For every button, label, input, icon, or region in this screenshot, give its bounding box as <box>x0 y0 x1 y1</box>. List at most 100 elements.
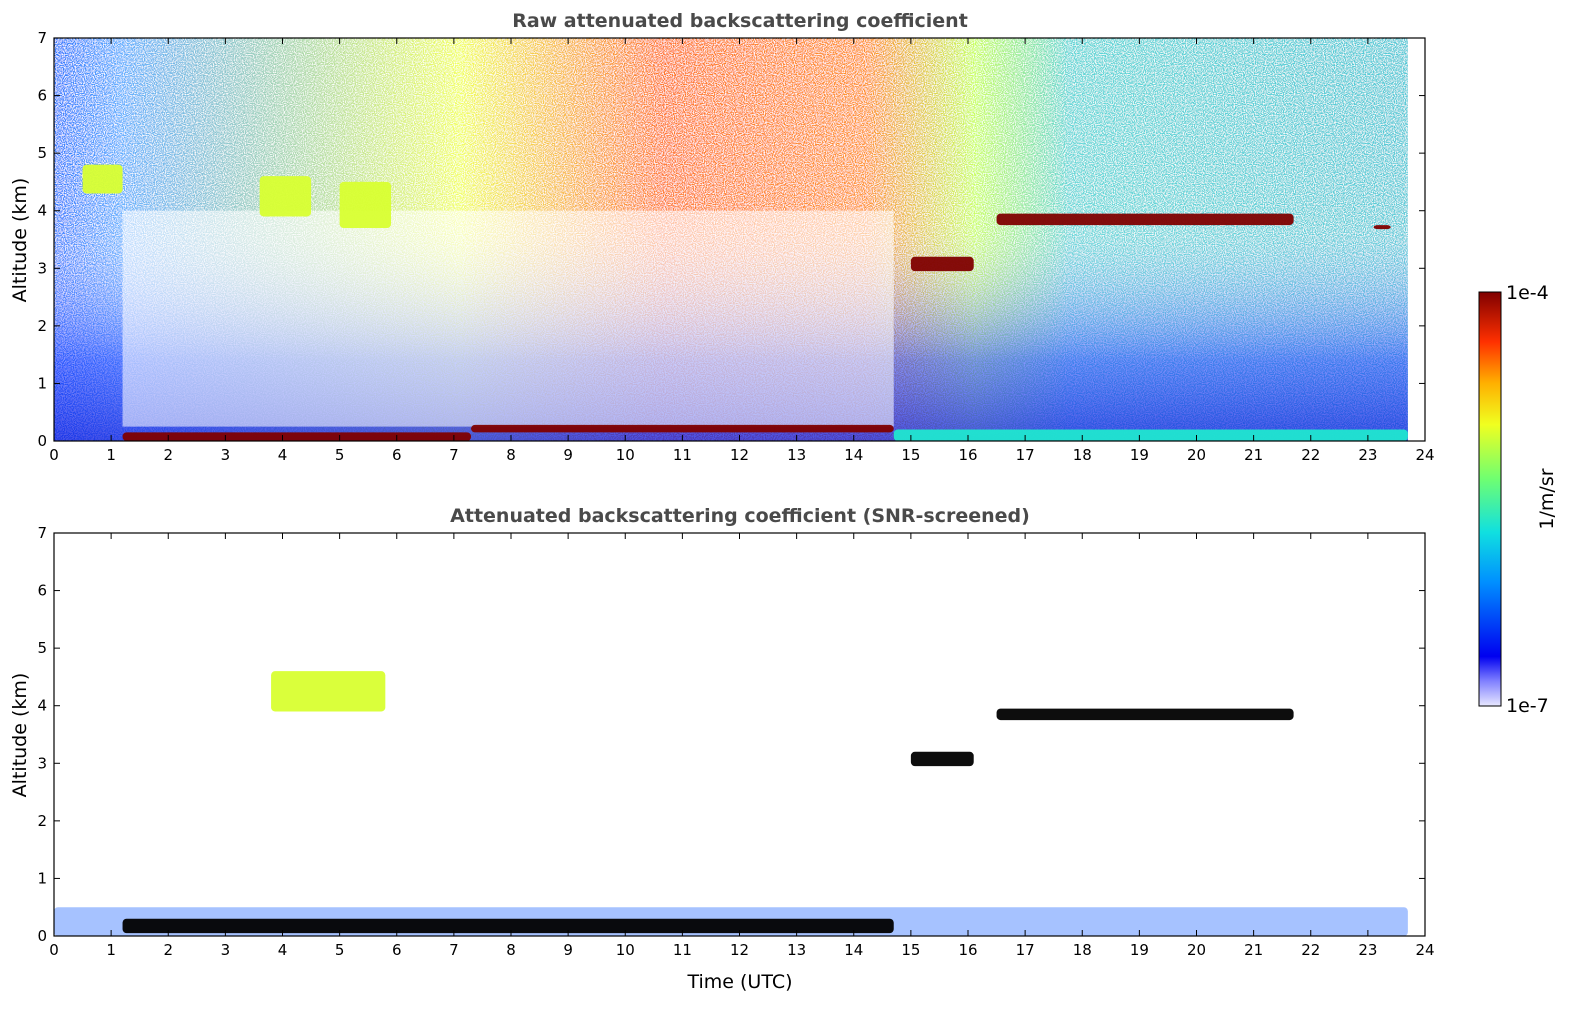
x-tick-label: 19 <box>1130 446 1149 464</box>
x-tick-label: 13 <box>787 446 806 464</box>
x-tick-label: 7 <box>449 446 459 464</box>
x-tick-label: 17 <box>1016 446 1035 464</box>
x-tick-label: 17 <box>1016 941 1035 959</box>
x-tick-label: 1 <box>106 941 116 959</box>
x-tick-label: 20 <box>1187 941 1206 959</box>
x-tick-label: 7 <box>449 941 459 959</box>
raw-y-axis-label: Altitude (km) <box>9 178 31 303</box>
y-tick-label: 5 <box>37 639 47 657</box>
y-tick-label: 3 <box>37 259 47 277</box>
y-tick-label: 1 <box>37 374 47 392</box>
y-tick-label: 5 <box>37 144 47 162</box>
x-tick-label: 23 <box>1358 941 1377 959</box>
snr-screened-panel: Attenuated backscattering coefficient (S… <box>9 505 1435 993</box>
x-tick-label: 3 <box>221 941 231 959</box>
x-tick-label: 6 <box>392 446 402 464</box>
cloud-feature: afternoon mixed layer <box>893 429 1408 441</box>
cloud-feature: virga green patches <box>271 671 386 712</box>
cloud-feature: virga 3 <box>339 181 392 228</box>
x-tick-label: 14 <box>844 446 863 464</box>
x-tick-label: 20 <box>1187 446 1206 464</box>
x-tick-label: 0 <box>49 941 59 959</box>
y-tick-label: 1 <box>37 869 47 887</box>
x-tick-label: 19 <box>1130 941 1149 959</box>
x-tick-label: 1 <box>106 446 116 464</box>
x-tick-label: 16 <box>958 446 977 464</box>
screened-axes-frame <box>53 532 1426 937</box>
colorbar: 1e-4 1e-7 1/m/sr <box>1478 282 1558 717</box>
cloud-feature: altocumulus (3.9 km) <box>996 708 1294 721</box>
x-tick-label: 5 <box>335 941 345 959</box>
raw-heatmap-area: morning boundary layer (residual)stratoc… <box>54 38 1408 441</box>
y-tick-label: 2 <box>37 317 47 335</box>
screened-cloud-features: boundary layer hazecloud base bandaltocu… <box>54 671 1408 936</box>
y-tick-label: 4 <box>37 202 47 220</box>
cloud-feature: altocumulus (3.9 km) <box>996 213 1294 226</box>
colorbar-max-label: 1e-4 <box>1506 282 1549 304</box>
y-tick-label: 3 <box>37 754 47 772</box>
raw-background-signal <box>54 38 1408 441</box>
x-tick-label: 3 <box>221 446 231 464</box>
x-tick-label: 10 <box>616 941 635 959</box>
y-tick-label: 0 <box>37 927 47 945</box>
y-tick-label: 4 <box>37 697 47 715</box>
x-tick-label: 13 <box>787 941 806 959</box>
x-tick-label: 2 <box>163 446 173 464</box>
x-tick-label: 15 <box>901 446 920 464</box>
y-tick-label: 0 <box>37 432 47 450</box>
x-tick-label: 16 <box>958 941 977 959</box>
cloud-feature: altocumulus (3 km) <box>910 256 974 272</box>
y-tick-label: 7 <box>37 524 47 542</box>
x-tick-label: 4 <box>278 941 288 959</box>
screened-y-axis-label: Altitude (km) <box>9 673 31 798</box>
raw-backscatter-panel: Raw attenuated backscattering coefficien… <box>9 10 1435 464</box>
x-tick-label: 6 <box>392 941 402 959</box>
x-tick-label: 21 <box>1244 941 1263 959</box>
x-tick-label: 5 <box>335 446 345 464</box>
x-tick-label: 12 <box>730 941 749 959</box>
x-tick-label: 21 <box>1244 446 1263 464</box>
screened-y-ticks: 0 1 2 3 4 5 6 7 <box>37 524 1425 945</box>
x-tick-label: 15 <box>901 941 920 959</box>
x-tick-label: 9 <box>563 446 573 464</box>
x-tick-label: 9 <box>563 941 573 959</box>
x-tick-label: 18 <box>1073 941 1092 959</box>
x-tick-label: 14 <box>844 941 863 959</box>
y-tick-label: 7 <box>37 29 47 47</box>
x-tick-label: 11 <box>673 446 692 464</box>
raw-y-ticks: 0 1 2 3 4 5 6 7 <box>37 29 1425 450</box>
x-axis-label: Time (UTC) <box>686 971 792 993</box>
x-tick-label: 2 <box>163 941 173 959</box>
panel-bottom-title: Attenuated backscattering coefficient (S… <box>450 505 1030 527</box>
cloud-feature: isolated cloud <box>1373 225 1391 230</box>
x-tick-label: 22 <box>1301 446 1320 464</box>
x-tick-label: 0 <box>49 446 59 464</box>
y-tick-label: 2 <box>37 812 47 830</box>
cloud-feature: altocumulus (3 km) <box>910 751 974 767</box>
cloud-feature: cloud base band <box>122 918 894 934</box>
colorbar-unit-label: 1/m/sr <box>1536 468 1558 529</box>
signal-attenuation-zone <box>122 210 894 427</box>
y-tick-label: 6 <box>37 87 47 105</box>
x-tick-label: 22 <box>1301 941 1320 959</box>
cloud-feature: stratocumulus deck <box>471 424 894 433</box>
panel-top-title: Raw attenuated backscattering coefficien… <box>512 10 968 32</box>
x-tick-label: 8 <box>506 941 516 959</box>
cloud-feature: virga 2 <box>259 176 312 217</box>
raw-x-ticks: 0 1 2 3 4 5 6 7 8 9 10 11 12 13 14 15 16 17 18 19 20 21 22 23 24 <box>49 38 1435 464</box>
x-tick-label: 11 <box>673 941 692 959</box>
x-tick-label: 8 <box>506 446 516 464</box>
screened-x-ticks: 0 1 2 3 4 5 6 7 8 9 10 11 12 13 14 15 16 17 18 19 20 21 22 23 24 <box>49 533 1435 959</box>
cloud-feature: morning boundary layer (residual) <box>122 432 472 441</box>
screened-heatmap-area: boundary layer hazecloud base bandaltocu… <box>54 671 1408 936</box>
y-tick-label: 6 <box>37 582 47 600</box>
colorbar-gradient <box>1478 291 1502 707</box>
x-tick-label: 24 <box>1415 941 1434 959</box>
x-tick-label: 12 <box>730 446 749 464</box>
x-tick-label: 10 <box>616 446 635 464</box>
x-tick-label: 24 <box>1415 446 1434 464</box>
x-tick-label: 4 <box>278 446 288 464</box>
cloud-feature: virga 1 <box>82 164 123 194</box>
x-tick-label: 23 <box>1358 446 1377 464</box>
